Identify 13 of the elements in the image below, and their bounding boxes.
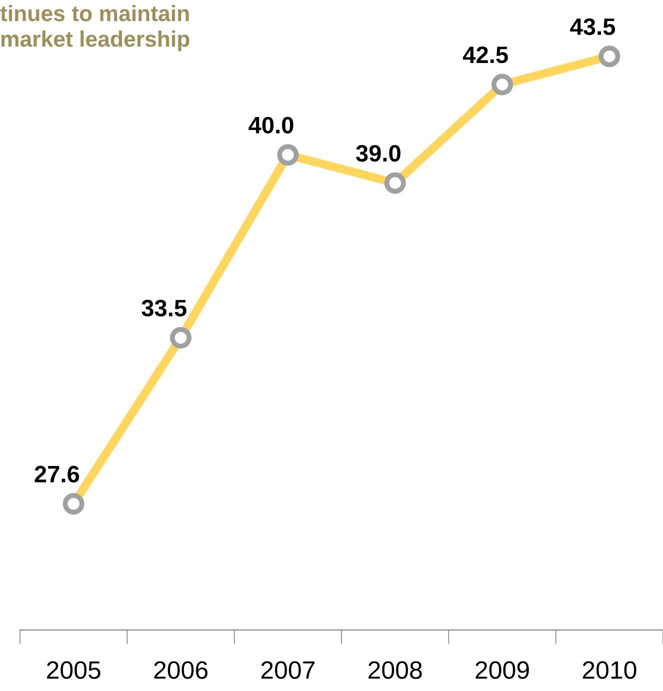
chart-title: tinues to maintain market leadership bbox=[0, 5, 190, 52]
data-label: 43.5 bbox=[570, 18, 616, 36]
data-label: 33.5 bbox=[142, 300, 186, 316]
x-tick-label: 2006 bbox=[154, 661, 208, 679]
data-label: 39.0 bbox=[356, 144, 400, 162]
x-tick-label: 2008 bbox=[368, 661, 422, 679]
x-tick-label: 2007 bbox=[261, 661, 314, 679]
data-label: 27.6 bbox=[34, 466, 80, 482]
x-tick-label: 2005 bbox=[47, 661, 100, 679]
x-tick-label: 2010 bbox=[582, 661, 636, 679]
data-label: 40.0 bbox=[248, 116, 294, 134]
data-label: 42.5 bbox=[462, 46, 508, 64]
x-tick-label: 2009 bbox=[476, 661, 529, 679]
